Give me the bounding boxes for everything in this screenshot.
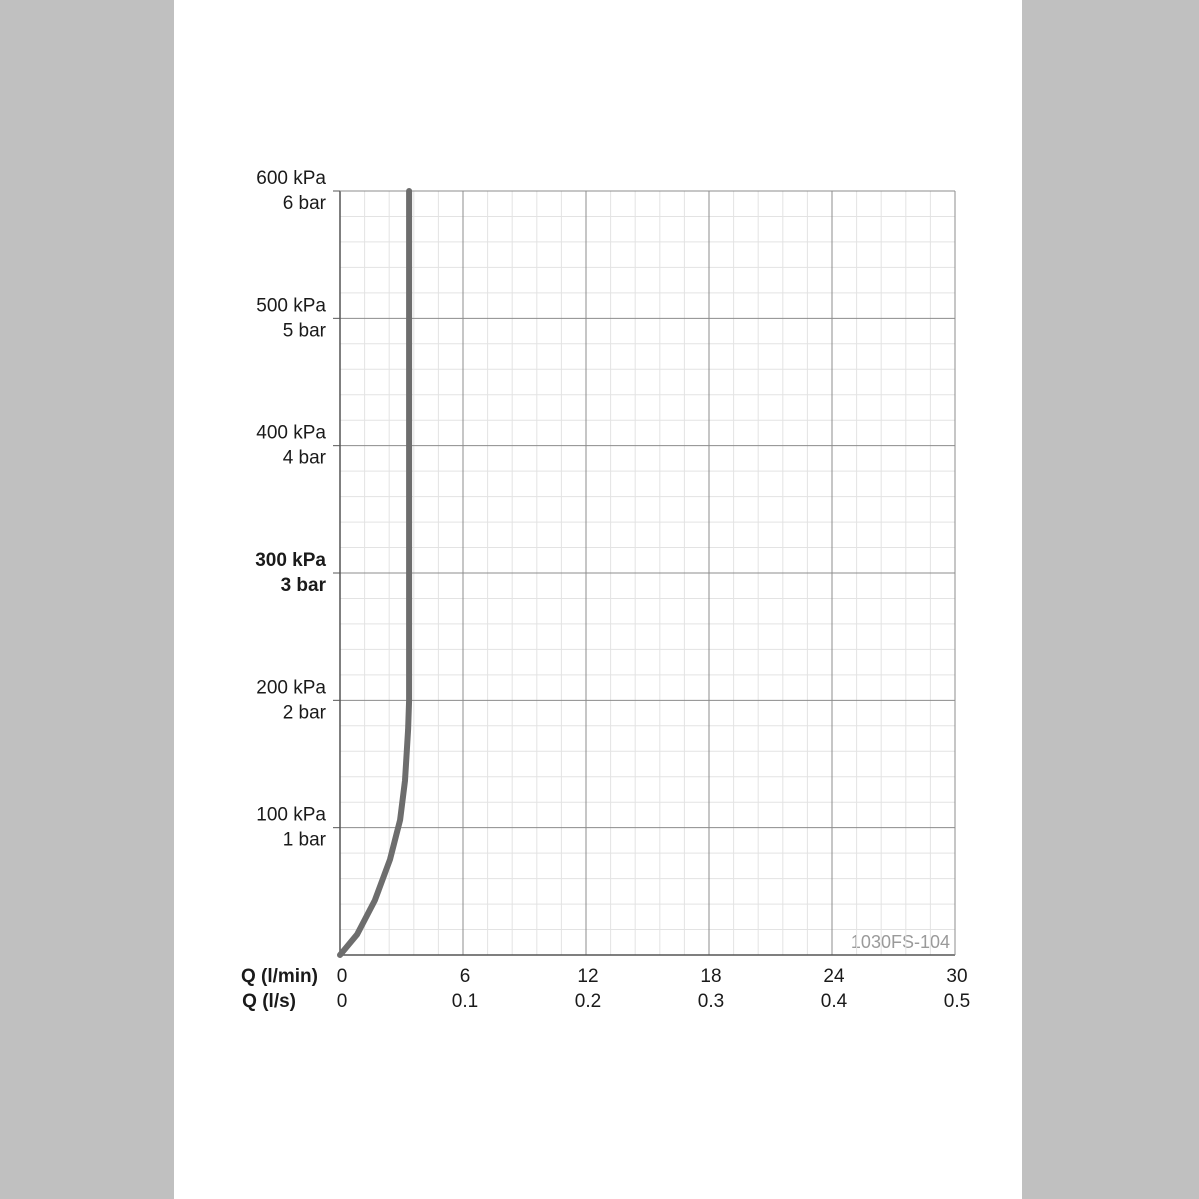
x-axis-title: Q (l/min) — [241, 966, 318, 987]
y2-tick-label: 1 bar — [283, 830, 327, 851]
x2-tick-label: 0.4 — [821, 991, 848, 1012]
x-tick-label: 30 — [946, 966, 967, 987]
y-tick-label: 200 kPa — [256, 677, 326, 698]
y2-tick-label: 5 bar — [283, 320, 327, 341]
y2-tick-label: 4 bar — [283, 448, 327, 469]
x2-tick-label: 0 — [337, 991, 348, 1012]
y-tick-label: 500 kPa — [256, 295, 326, 316]
x2-tick-label: 0.2 — [575, 991, 601, 1012]
y2-tick-label: 6 bar — [283, 193, 327, 214]
x-tick-label: 0 — [337, 966, 348, 987]
y-tick-label: 100 kPa — [256, 805, 326, 826]
x-tick-label: 18 — [700, 966, 721, 987]
y2-tick-label: 2 bar — [283, 702, 327, 723]
annotation: 1030FS-104 — [851, 932, 950, 952]
y2-tick-label: 3 bar — [281, 575, 327, 596]
sheet — [174, 0, 1022, 1199]
x-tick-label: 24 — [823, 966, 845, 987]
x2-tick-label: 0.5 — [944, 991, 970, 1012]
x2-tick-label: 0.3 — [698, 991, 724, 1012]
y-tick-label: 600 kPa — [256, 168, 326, 189]
y-tick-label: 400 kPa — [256, 423, 326, 444]
x-tick-label: 12 — [577, 966, 598, 987]
flow-curve — [337, 188, 413, 958]
x2-axis-title: Q (l/s) — [242, 991, 296, 1012]
x2-tick-label: 0.1 — [452, 991, 478, 1012]
x-tick-label: 6 — [460, 966, 471, 987]
y-tick-label: 300 kPa — [255, 550, 326, 571]
